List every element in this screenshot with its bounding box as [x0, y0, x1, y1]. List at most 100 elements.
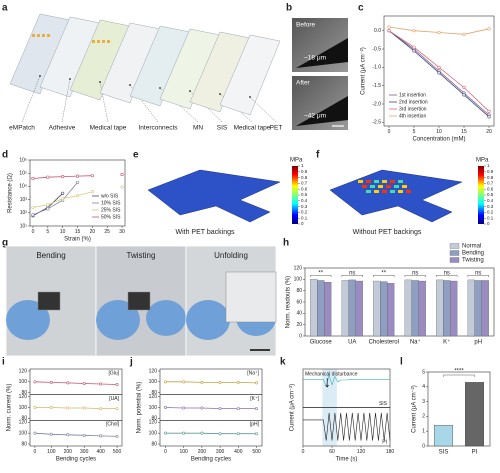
colorbar-tick-label: 0.6 [487, 186, 494, 191]
line-marker [75, 180, 80, 185]
line-marker [163, 380, 167, 384]
line-marker [66, 406, 70, 410]
electrode [32, 34, 35, 37]
significance-bracket [310, 275, 332, 278]
y-tick-label: 10⁴ [19, 184, 27, 190]
patch [225, 271, 277, 323]
stress-spot [398, 180, 403, 183]
stress-spot [358, 180, 363, 183]
colorbar-tick-label: 0.9 [301, 169, 308, 174]
line-marker [33, 431, 37, 435]
line [303, 373, 390, 388]
stress-spot [398, 190, 403, 193]
y-axis-label: Resistance (Ω) [8, 173, 14, 213]
line [34, 381, 118, 385]
x-tick-label: 300 [216, 449, 225, 455]
y-tick-label: 120 [19, 394, 28, 400]
x-tick-label: 100 [180, 449, 189, 455]
line-marker [437, 30, 441, 35]
photo-caption: Unfolding [214, 251, 248, 260]
y-tick-label: 1 [422, 429, 425, 435]
bar [474, 280, 482, 337]
line-marker [387, 25, 391, 29]
leader-dot [189, 90, 191, 92]
x-tick-label: 500 [113, 449, 122, 455]
leader-line [99, 81, 109, 123]
line-marker [99, 382, 103, 386]
line-marker [218, 407, 222, 411]
line-marker [387, 29, 391, 33]
significance-label: **** [454, 369, 464, 375]
significance-label: ** [318, 271, 323, 277]
leader-dot [159, 87, 161, 89]
subplot-label: [UA] [109, 396, 119, 402]
panel-label: a [2, 3, 8, 14]
patch [127, 291, 151, 311]
glove [186, 300, 230, 340]
line-marker [182, 431, 186, 435]
x-tick-label: 0 [32, 229, 35, 235]
layer [219, 34, 281, 116]
colorbar-tick-label: 0.8 [487, 175, 494, 180]
x-axis-label: Bending cycles [56, 457, 96, 463]
x-tick-label: 0 [164, 449, 167, 455]
x-tick-label: 200 [64, 449, 73, 455]
leader-dot [99, 81, 101, 83]
x-tick-label: 10 [60, 229, 66, 235]
y-axis-label: Current (μA cm⁻²) [361, 47, 367, 95]
significance-bracket [436, 275, 458, 278]
significance-label: ns [475, 271, 481, 277]
y-tick-label: -0.5 [372, 46, 381, 52]
y-tick-label: 80 [151, 416, 157, 422]
colorbar-tick-label: 0.3 [487, 204, 494, 209]
panel-label: e [133, 150, 139, 161]
panel-label: h [283, 238, 289, 249]
legend-swatch [449, 257, 460, 263]
bar [348, 279, 356, 337]
line-marker [200, 406, 204, 410]
stress-spot [362, 185, 367, 188]
y-tick-label: 10² [20, 210, 28, 216]
stress-spot [378, 185, 383, 188]
panel-label: l [400, 357, 403, 368]
line-marker [412, 49, 416, 53]
x-tick-label: SIS [439, 450, 449, 456]
electrode [42, 34, 45, 37]
legend-label: 10% SIS [101, 200, 121, 206]
x-tick-label: 15 [461, 129, 467, 135]
arrow [325, 378, 329, 388]
x-tick-label: 0 [34, 449, 37, 455]
line-marker [31, 205, 35, 210]
line-marker [61, 196, 65, 201]
y-tick-label: 10⁵ [19, 171, 27, 177]
colorbar-unit: MPa [290, 158, 303, 164]
electrode [37, 34, 40, 37]
simulated-patch [329, 169, 463, 223]
y-tick-label: 120 [294, 265, 303, 271]
x-tick-label: 400 [234, 449, 243, 455]
y-axis-label: Norm. current (%) [7, 384, 13, 432]
y-tick-label: -1.5 [372, 83, 381, 89]
panel-label: d [2, 150, 8, 161]
x-axis-label: Time (s) [336, 457, 358, 463]
bar [373, 280, 381, 337]
y-tick-label: 120 [19, 368, 28, 374]
photo-caption: Bending [36, 251, 65, 260]
y-tick-label: 40 [296, 311, 302, 317]
needle [296, 96, 348, 126]
significance-bracket [373, 275, 395, 278]
stress-spot [366, 190, 371, 193]
line-marker [437, 65, 441, 69]
stress-spot [386, 185, 391, 188]
colorbar-tick-label: 0.1 [487, 215, 494, 220]
legend-swatch [449, 243, 460, 249]
line-marker [61, 175, 65, 179]
line-marker [82, 433, 86, 437]
micrograph-label: After [296, 80, 311, 87]
y-axis-label: Norm. potential (%) [137, 382, 143, 434]
legend-label: 2nd insertion [399, 99, 428, 105]
y-tick-label: 0.0 [374, 28, 381, 34]
leader-line [61, 78, 71, 123]
y-tick-label: 4 [422, 384, 425, 390]
y-tick-label: 80 [151, 390, 157, 396]
